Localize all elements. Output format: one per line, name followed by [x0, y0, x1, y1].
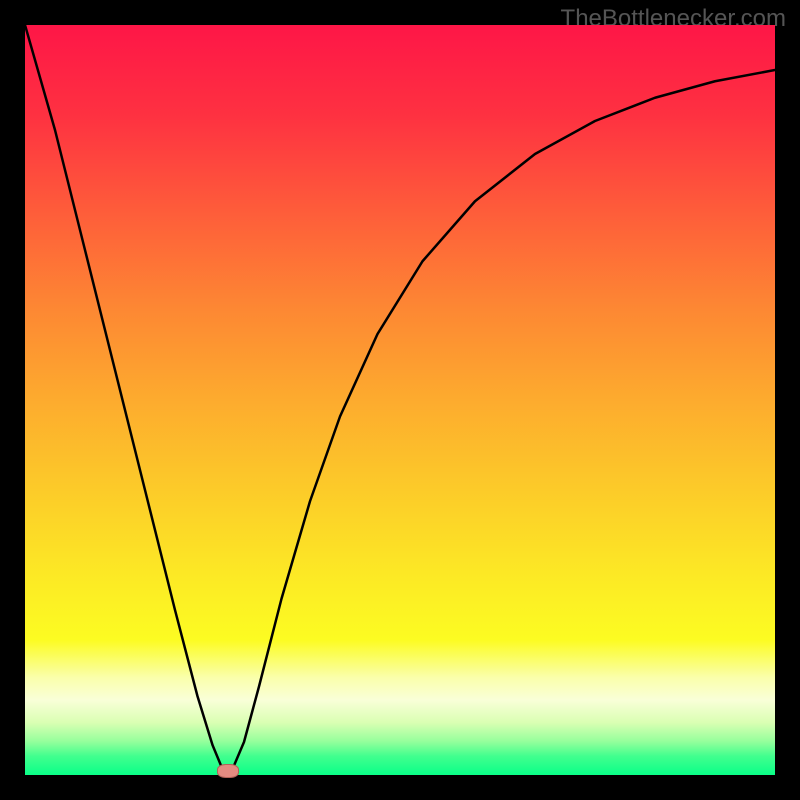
minimum-marker [217, 764, 239, 778]
chart-canvas: TheBottlenecker.com [0, 0, 800, 800]
plot-background [25, 25, 775, 775]
plot-area [25, 25, 775, 775]
